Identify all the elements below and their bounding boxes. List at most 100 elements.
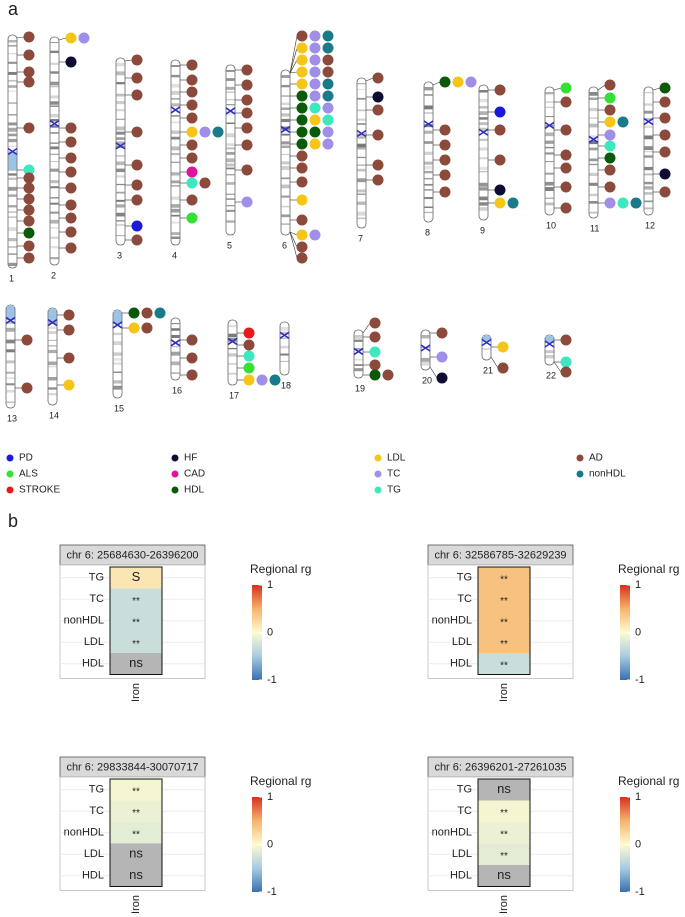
centromere bbox=[279, 331, 290, 339]
band bbox=[226, 133, 235, 138]
locus-dot bbox=[154, 307, 166, 319]
locus-dot bbox=[560, 181, 572, 193]
locus-dot bbox=[494, 197, 506, 209]
chromosome-label: 6 bbox=[282, 240, 287, 250]
band bbox=[6, 389, 15, 393]
colorbar bbox=[620, 585, 630, 680]
locus-dot bbox=[65, 226, 77, 238]
locus-dot bbox=[21, 382, 33, 394]
locus-dot bbox=[23, 164, 35, 176]
band bbox=[281, 184, 290, 189]
row-label: nonHDL bbox=[432, 615, 472, 627]
locus-dot bbox=[241, 79, 253, 91]
locus-dot bbox=[243, 362, 255, 374]
locus-dot bbox=[65, 122, 77, 134]
band bbox=[48, 377, 57, 381]
chromosome bbox=[544, 86, 555, 216]
row-label: nonHDL bbox=[64, 615, 104, 627]
band bbox=[8, 211, 17, 213]
band bbox=[357, 193, 366, 195]
band bbox=[545, 197, 554, 199]
band bbox=[424, 130, 433, 134]
chromosome-label: 1 bbox=[9, 273, 14, 283]
locus-dot bbox=[243, 327, 255, 339]
row-label: HDL bbox=[82, 658, 104, 670]
locus-dot bbox=[23, 49, 35, 61]
locus-dot bbox=[296, 66, 308, 78]
locus-dot bbox=[296, 241, 308, 253]
band bbox=[357, 88, 366, 90]
legend-swatch bbox=[374, 454, 382, 462]
band bbox=[424, 206, 433, 209]
locus-dot bbox=[369, 346, 381, 358]
band bbox=[644, 135, 653, 140]
band bbox=[226, 91, 235, 93]
centromere bbox=[588, 135, 599, 144]
colorbar-tick-label: -1 bbox=[267, 674, 277, 686]
band bbox=[226, 163, 235, 167]
legend-swatch bbox=[374, 470, 382, 478]
band bbox=[281, 102, 290, 106]
locus-dot bbox=[309, 54, 321, 66]
locus-dot bbox=[659, 96, 671, 108]
cell-label: ns bbox=[129, 846, 143, 861]
centromere bbox=[225, 107, 236, 115]
stalk bbox=[482, 336, 491, 342]
heat-cell bbox=[110, 588, 162, 610]
locus-dot bbox=[186, 74, 198, 86]
band bbox=[281, 113, 290, 117]
row-label: LDL bbox=[452, 848, 472, 860]
locus-dot bbox=[23, 252, 35, 264]
band bbox=[171, 130, 180, 134]
locus-dot bbox=[604, 79, 616, 91]
locus-dot bbox=[659, 82, 671, 94]
band bbox=[6, 321, 15, 325]
band bbox=[116, 100, 125, 105]
band bbox=[357, 168, 366, 172]
band bbox=[479, 106, 488, 109]
band bbox=[226, 167, 235, 170]
band bbox=[424, 170, 433, 174]
centromere bbox=[643, 117, 654, 126]
locus-dot bbox=[131, 179, 143, 191]
locus-dot bbox=[186, 139, 198, 151]
locus-dot bbox=[309, 138, 321, 150]
centromere bbox=[112, 321, 123, 329]
band bbox=[8, 186, 17, 191]
legend-label: CAD bbox=[184, 469, 205, 480]
heat-cell bbox=[478, 865, 530, 887]
band bbox=[226, 209, 235, 213]
legend-swatch bbox=[576, 454, 584, 462]
band bbox=[6, 349, 15, 353]
band bbox=[226, 220, 235, 223]
locus-dot bbox=[560, 149, 572, 161]
heat-cell bbox=[478, 800, 530, 822]
heat-cell bbox=[110, 779, 162, 801]
band bbox=[50, 153, 59, 156]
band bbox=[424, 94, 433, 96]
locus-dot bbox=[78, 32, 90, 44]
band bbox=[50, 50, 59, 54]
locus-dot bbox=[309, 90, 321, 102]
row-label: LDL bbox=[84, 848, 104, 860]
band bbox=[281, 133, 290, 136]
locus-dot bbox=[241, 139, 253, 151]
band bbox=[479, 147, 488, 151]
band bbox=[545, 181, 554, 186]
locus-dot bbox=[659, 186, 671, 198]
band bbox=[354, 339, 363, 342]
heat-cell bbox=[110, 800, 162, 822]
band bbox=[545, 140, 554, 144]
locus-dot bbox=[309, 30, 321, 42]
colorbar-tick-label: -1 bbox=[635, 674, 645, 686]
band bbox=[545, 202, 554, 206]
chromosome-label: 8 bbox=[425, 227, 430, 237]
legend-title: Regional rg bbox=[618, 562, 679, 576]
band bbox=[424, 112, 433, 114]
band bbox=[171, 115, 180, 117]
band bbox=[116, 224, 125, 226]
locus-dot bbox=[21, 334, 33, 346]
connector bbox=[597, 84, 606, 91]
band bbox=[171, 328, 180, 331]
cell-label: ** bbox=[132, 829, 140, 840]
